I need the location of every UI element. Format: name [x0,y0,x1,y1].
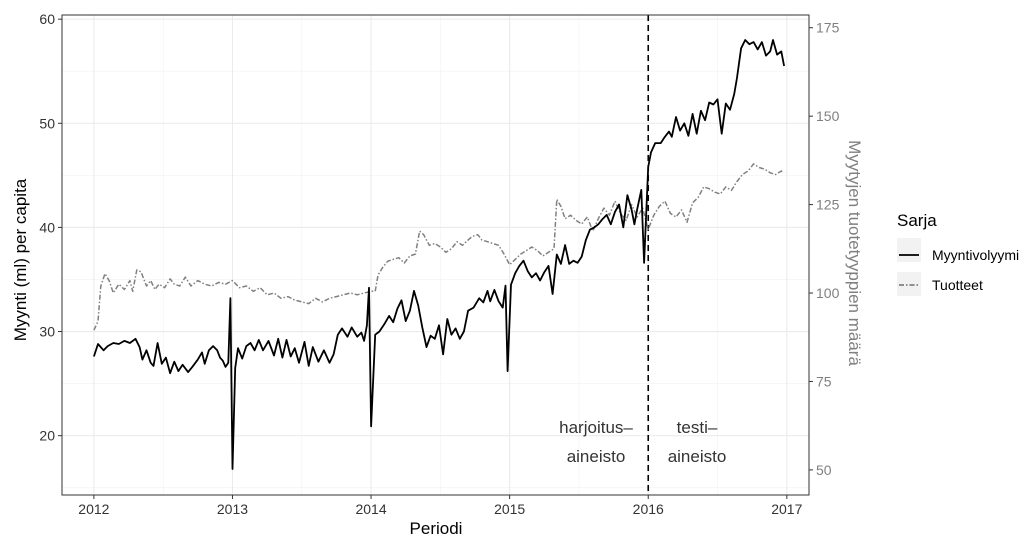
x-tick-label: 2012 [78,501,109,517]
test-label-line2: aineisto [668,447,727,466]
series-line-tuotteet [93,163,785,331]
y-right-tick-label: 100 [816,285,840,301]
legend-title: Sarja [897,211,937,230]
legend: Sarja Myyntivolyymi Tuotteet [897,211,1019,296]
y-tick-label: 50 [39,115,55,131]
x-tick-label: 2013 [217,501,248,517]
y-right-tick-label: 150 [816,108,840,124]
panel-border [61,14,810,496]
x-tick-label: 2017 [771,501,802,517]
y-tick-label: 20 [39,428,55,444]
y-tick-label: 60 [39,11,55,27]
grid-minor [62,15,809,495]
y-right-tick-label: 125 [816,197,840,213]
x-tick-label: 2015 [494,501,525,517]
y-tick-label: 40 [39,219,55,235]
series-layer [93,39,785,470]
y-axis-title: Myynti (ml) per capita [11,178,30,341]
x-tick-label: 2016 [633,501,664,517]
legend-key-bg-tuotteet [897,272,921,296]
train-label-line1: harjoitus– [559,418,633,437]
series-line-myyntivolyymi [93,39,785,470]
y-right-tick-label: 75 [816,373,832,389]
axis-ticks: 2012 2013 2014 2015 2016 2017 20 30 40 50 60 50 75 10… [39,11,839,517]
x-tick-label: 2014 [355,501,386,517]
test-label-line1: testi– [677,418,718,437]
train-label-line2: aineisto [567,447,626,466]
annotations: harjoitus– aineisto testi– aineisto [559,418,726,466]
legend-label-myyntivolyymi: Myyntivolyymi [932,247,1019,263]
y-axis-title-right: Myytyjen tuotetyyppien määrä [845,140,864,366]
y-right-tick-label: 175 [816,20,840,36]
legend-key-bg-myyntivolyymi [897,238,921,262]
y-tick-label: 30 [39,324,55,340]
y-right-tick-label: 50 [816,462,832,478]
legend-label-tuotteet: Tuotteet [932,277,983,293]
x-axis-title: Periodi [410,519,463,538]
